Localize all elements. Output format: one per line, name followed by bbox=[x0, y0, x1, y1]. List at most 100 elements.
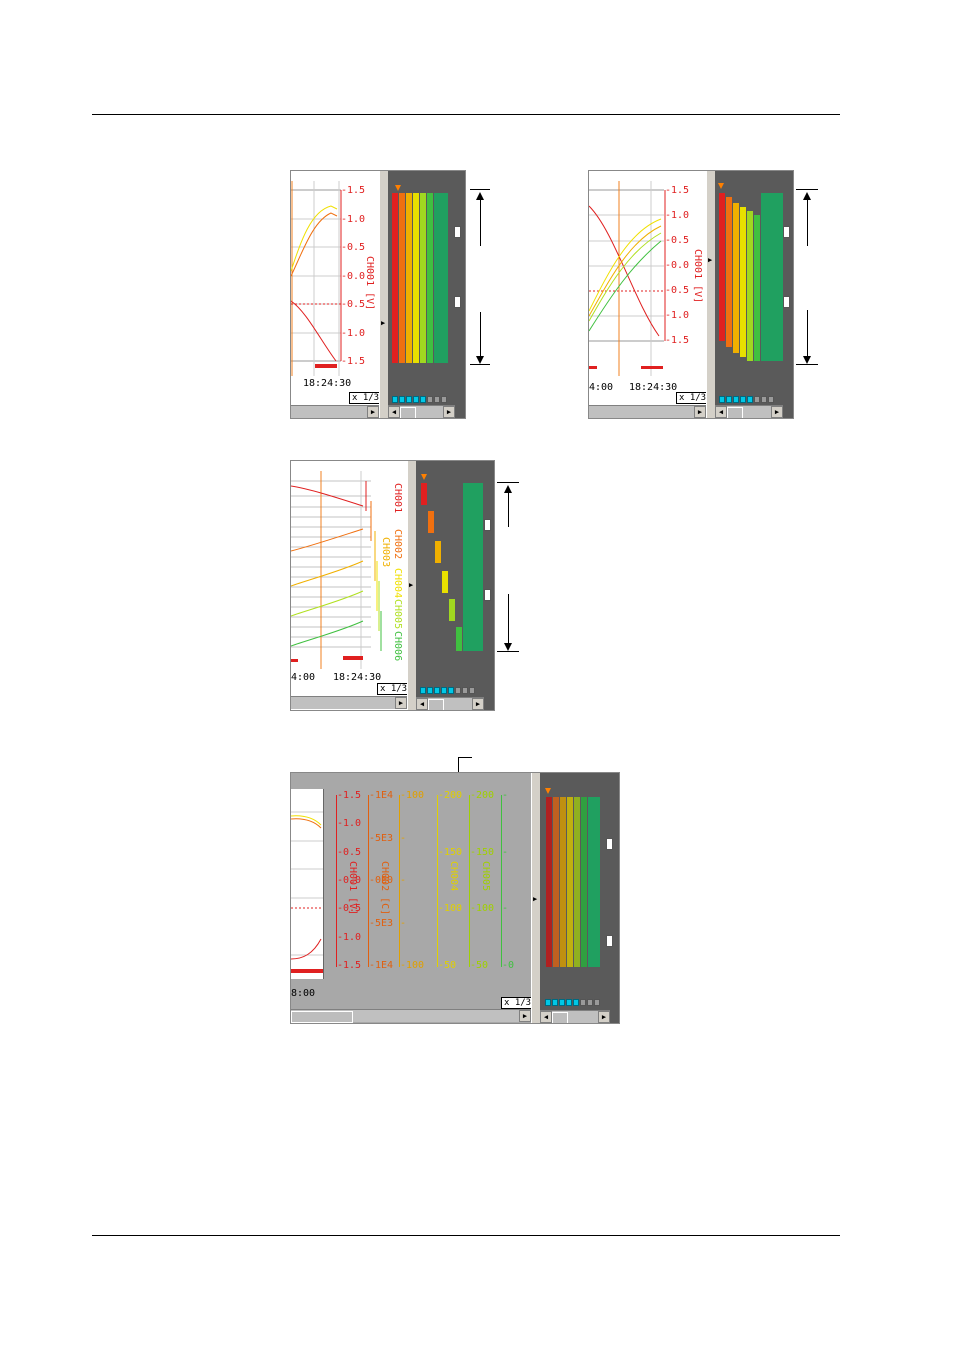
channel-selector[interactable] bbox=[545, 999, 600, 1006]
scale-tab[interactable] bbox=[606, 838, 613, 850]
scale-tick-label: -1.5 bbox=[337, 790, 362, 801]
scale-tab[interactable] bbox=[783, 296, 790, 308]
scale-tick-label: - bbox=[502, 846, 509, 858]
horizontal-scrollbar[interactable]: ▶ bbox=[589, 405, 706, 418]
trend-plot bbox=[589, 181, 666, 376]
scroll-right-button[interactable]: ▶ bbox=[771, 406, 783, 418]
trend-plot-area bbox=[291, 789, 324, 979]
scroll-right-button[interactable]: ▶ bbox=[598, 1011, 610, 1023]
scroll-right-button[interactable]: ▶ bbox=[694, 406, 706, 418]
scale-axis-line bbox=[501, 795, 502, 967]
expand-arrow-icon[interactable]: ▶ bbox=[708, 256, 713, 264]
bar-scrollbar[interactable]: ◀ ▶ bbox=[388, 405, 455, 418]
axis-tick-label: -0.5 bbox=[341, 242, 366, 253]
bar-scrollbar[interactable]: ◀ ▶ bbox=[416, 697, 484, 710]
bar-ch5 bbox=[420, 193, 426, 363]
scroll-left-button[interactable]: ◀ bbox=[388, 406, 400, 418]
scale-tick-label: -1.5 bbox=[337, 960, 362, 971]
scale-tick-label: -0.5 bbox=[337, 903, 362, 915]
alarm-marker-icon bbox=[421, 474, 427, 480]
axis-tick-label: -1.5 bbox=[665, 185, 690, 196]
screenshot-panel-c: CH001 CH002 CH003 CH004 CH005 CH006 4:00… bbox=[290, 460, 495, 711]
channel-label-ch001: CH001 bbox=[392, 483, 403, 514]
scroll-left-button[interactable]: ◀ bbox=[416, 698, 428, 710]
scroll-right-button[interactable]: ▶ bbox=[519, 1010, 531, 1022]
scale-tab[interactable] bbox=[783, 226, 790, 238]
expand-arrow-icon[interactable]: ▶ bbox=[409, 581, 414, 589]
bar-ch5 bbox=[449, 599, 455, 621]
zoom-button[interactable]: x 1/3 bbox=[377, 683, 411, 695]
axis-tick-label: -0.5 bbox=[665, 235, 690, 246]
zoom-button[interactable]: x 1/3 bbox=[349, 392, 383, 404]
bar-graph-pane: ◀ ▶ bbox=[715, 171, 793, 418]
scale-tick-label: -1E4 bbox=[369, 790, 394, 801]
channel-label-ch002: CH002 bbox=[392, 529, 403, 560]
zoom-button[interactable]: x 1/3 bbox=[676, 392, 710, 404]
expand-arrow-icon[interactable]: ▶ bbox=[381, 319, 386, 327]
scroll-left-button[interactable]: ◀ bbox=[540, 1011, 552, 1023]
scale-tab[interactable] bbox=[484, 589, 491, 601]
scroll-right-button[interactable]: ▶ bbox=[472, 698, 484, 710]
bar-ch6 bbox=[754, 215, 760, 361]
scroll-right-button[interactable]: ▶ bbox=[367, 406, 379, 418]
horizontal-scrollbar[interactable]: ▶ bbox=[291, 696, 407, 709]
scale-tick-label: - bbox=[400, 832, 407, 844]
scale-tick-label: - bbox=[502, 903, 509, 915]
scale-tick-label: -5E3 bbox=[369, 832, 394, 844]
top-rule bbox=[92, 114, 840, 115]
channel-selector[interactable] bbox=[719, 396, 774, 403]
channel-selector[interactable] bbox=[420, 687, 475, 694]
scale-tick-label: -50 bbox=[470, 960, 489, 971]
bar-ch4 bbox=[740, 207, 746, 357]
axis-tick-label: -1.5 bbox=[341, 356, 366, 367]
scale-tick-label: -1E4 bbox=[369, 960, 394, 971]
axis-tick-label: -0.0 bbox=[341, 270, 366, 282]
scroll-right-button[interactable]: ▶ bbox=[443, 406, 455, 418]
scale-tab[interactable] bbox=[484, 519, 491, 531]
bar-ch6 bbox=[456, 627, 462, 651]
bar-scrollbar[interactable]: ◀ ▶ bbox=[540, 1010, 610, 1023]
bar-ch4 bbox=[442, 571, 448, 593]
bar-scrollbar[interactable]: ◀ ▶ bbox=[715, 405, 783, 418]
screenshot-panel-a: -1.5 -1.0 -0.5 -0.0 -0.5 -1.0 -1.5 CH001 [V] 1… bbox=[290, 170, 466, 419]
scale-tick-label: -100 bbox=[400, 960, 425, 971]
bar-ch5 bbox=[574, 797, 580, 967]
bar-ch2 bbox=[553, 797, 559, 967]
time-left-label: 8:00 bbox=[291, 988, 316, 999]
bar-ch3 bbox=[435, 541, 441, 563]
horizontal-scrollbar[interactable]: ▶ bbox=[291, 1009, 531, 1023]
channel-selector[interactable] bbox=[392, 396, 447, 403]
bar-ch2 bbox=[399, 193, 405, 363]
horizontal-scrollbar[interactable]: ▶ bbox=[291, 405, 379, 418]
scale-tick-label: -100 bbox=[400, 790, 425, 801]
bar-ch7 bbox=[761, 193, 783, 361]
scale-tick-label: -150 bbox=[470, 846, 495, 858]
axis-tick-label: -0.0 bbox=[665, 260, 690, 271]
scale-tab[interactable] bbox=[454, 226, 461, 238]
scale-channel-label: CH004 bbox=[448, 861, 459, 892]
trend-plot bbox=[291, 181, 342, 376]
scale-tick-label: -100 bbox=[438, 903, 463, 915]
channel-label-ch004: CH004 bbox=[392, 568, 403, 599]
bar-graph-pane: ◀ ▶ bbox=[416, 461, 494, 710]
bar-ch3 bbox=[733, 203, 739, 353]
scroll-right-button[interactable]: ▶ bbox=[395, 697, 407, 709]
scale-tab[interactable] bbox=[454, 296, 461, 308]
expand-arrow-icon[interactable]: ▶ bbox=[533, 895, 538, 903]
scale-tick-label: -100 bbox=[470, 903, 495, 915]
dimension-arrow-up-icon bbox=[504, 485, 512, 493]
scale-tick-label: -1.0 bbox=[337, 818, 362, 830]
time-label: 18:24:30 bbox=[629, 382, 678, 393]
bar-ch7 bbox=[434, 193, 448, 363]
bar-ch3 bbox=[560, 797, 566, 967]
zoom-button[interactable]: x 1/3 bbox=[501, 997, 535, 1009]
axis-tick-label: -1.5 bbox=[341, 185, 366, 196]
scale-tab[interactable] bbox=[606, 935, 613, 947]
bottom-rule bbox=[92, 1235, 840, 1236]
dimension-arrow-down-icon bbox=[803, 356, 811, 364]
screenshot-panel-d: 8:00 -1.5 -1.0 -0.5 -0.0 -0.5 -1.0 -1.5 CH001 [… bbox=[290, 772, 620, 1024]
scroll-left-button[interactable]: ◀ bbox=[715, 406, 727, 418]
scale-tick-label: -50 bbox=[438, 960, 457, 971]
trend-chart bbox=[291, 171, 373, 376]
channel-label: CH001 [V] bbox=[692, 249, 703, 304]
